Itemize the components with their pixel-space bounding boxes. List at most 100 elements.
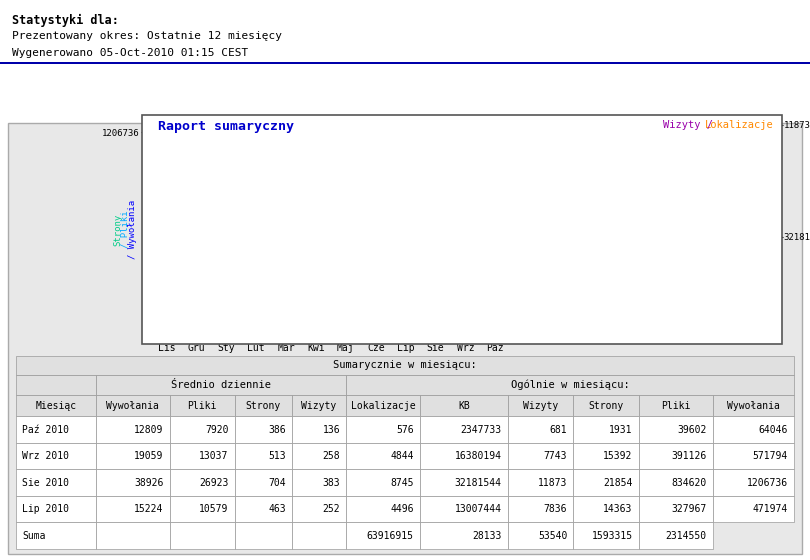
Bar	[420, 443, 508, 469]
Text: Lokalizacje: Lokalizacje	[351, 400, 416, 410]
Bar	[16, 469, 96, 496]
Bar	[763, 225, 772, 230]
Bar	[292, 522, 347, 549]
Text: 15224: 15224	[134, 504, 164, 514]
Bar	[16, 496, 96, 522]
Bar	[754, 223, 762, 230]
Text: 21854: 21854	[603, 478, 633, 488]
Text: 2314550: 2314550	[665, 530, 706, 540]
Text: Ogólnie w miesiącu:: Ogólnie w miesiącu:	[510, 380, 629, 390]
Text: 471974: 471974	[752, 504, 787, 514]
Bar	[712, 125, 720, 230]
Text: 576: 576	[396, 424, 414, 435]
Bar	[420, 395, 508, 416]
Text: Średnio dziennie: Średnio dziennie	[171, 380, 271, 390]
Bar	[292, 496, 347, 522]
Bar	[733, 161, 741, 230]
Bar	[347, 522, 420, 549]
Bar	[169, 395, 235, 416]
Bar	[639, 522, 713, 549]
Bar	[420, 522, 508, 549]
Bar	[639, 469, 713, 496]
Text: 8745: 8745	[390, 478, 414, 488]
Bar	[16, 522, 96, 549]
Text: 16380194: 16380194	[455, 451, 502, 461]
Bar	[16, 395, 96, 416]
Text: 64046: 64046	[758, 424, 787, 435]
Bar	[96, 375, 347, 395]
Bar	[347, 375, 794, 395]
Bar	[235, 469, 292, 496]
Text: Strony: Strony	[113, 213, 122, 246]
Text: 10579: 10579	[199, 504, 228, 514]
Bar	[96, 496, 169, 522]
Bar	[713, 395, 794, 416]
Bar	[169, 469, 235, 496]
Bar	[347, 443, 420, 469]
Text: 1206736: 1206736	[747, 478, 787, 488]
Text: 14363: 14363	[603, 504, 633, 514]
Text: Wywołania: Wywołania	[106, 400, 159, 410]
Bar	[235, 496, 292, 522]
Text: 7836: 7836	[544, 504, 567, 514]
Bar	[721, 152, 730, 230]
Bar	[399, 340, 412, 342]
Bar	[573, 496, 639, 522]
Bar	[235, 522, 292, 549]
Text: 136: 136	[322, 424, 340, 435]
Bar	[420, 496, 508, 522]
Bar	[713, 443, 794, 469]
Text: 13007444: 13007444	[455, 504, 502, 514]
Bar	[420, 469, 508, 496]
Text: 463: 463	[268, 504, 286, 514]
Text: Wrz 2010: Wrz 2010	[23, 451, 70, 461]
Text: Prezentowany okres: Ostatnie 12 miesięcy: Prezentowany okres: Ostatnie 12 miesięcy	[12, 31, 282, 41]
Bar	[508, 416, 573, 443]
Text: 1593315: 1593315	[591, 530, 633, 540]
Text: 38926: 38926	[134, 478, 164, 488]
Bar	[736, 288, 747, 342]
Text: 704: 704	[268, 478, 286, 488]
Text: 834620: 834620	[671, 478, 706, 488]
Text: 4496: 4496	[390, 504, 414, 514]
Text: 13037: 13037	[199, 451, 228, 461]
Text: KB: KB	[757, 327, 770, 337]
Bar	[16, 416, 96, 443]
Bar	[347, 416, 420, 443]
Text: / Wywołania: / Wywołania	[128, 200, 138, 259]
Bar	[713, 469, 794, 496]
Text: 63916915: 63916915	[367, 530, 414, 540]
Bar	[420, 416, 508, 443]
Bar	[715, 237, 726, 342]
Bar	[508, 496, 573, 522]
Text: 252: 252	[322, 504, 340, 514]
Bar	[426, 132, 446, 342]
Bar	[573, 522, 639, 549]
Text: Wizyty: Wizyty	[301, 400, 337, 410]
Text: Statystyki dla:: Statystyki dla:	[12, 14, 119, 27]
Text: KB: KB	[458, 400, 470, 410]
Text: 11873: 11873	[538, 478, 567, 488]
Text: 7743: 7743	[544, 451, 567, 461]
Bar	[508, 469, 573, 496]
Text: 7920: 7920	[205, 424, 228, 435]
Bar	[573, 469, 639, 496]
Bar	[16, 375, 96, 395]
Bar	[639, 443, 713, 469]
Bar	[508, 522, 573, 549]
Bar	[16, 356, 794, 375]
Bar	[508, 395, 573, 416]
Text: 383: 383	[322, 478, 340, 488]
Bar	[758, 334, 768, 342]
Bar	[292, 416, 347, 443]
Bar	[169, 443, 235, 469]
Bar	[485, 330, 505, 342]
Text: 327967: 327967	[671, 504, 706, 514]
Bar	[169, 496, 235, 522]
Bar	[347, 496, 420, 522]
Text: 1931: 1931	[609, 424, 633, 435]
Bar	[428, 337, 442, 342]
Text: 15392: 15392	[603, 451, 633, 461]
Bar	[235, 395, 292, 416]
Text: / Pliki: / Pliki	[120, 211, 130, 249]
